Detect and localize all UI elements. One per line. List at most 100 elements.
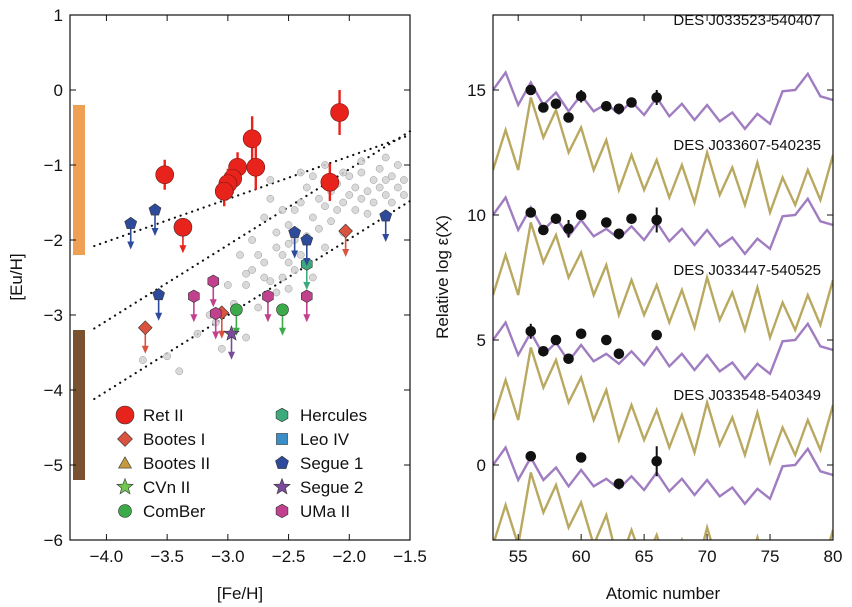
- star-abundance-point: [550, 98, 562, 110]
- trend-line-2: [93, 199, 412, 401]
- comber-limit-marker: [276, 303, 289, 317]
- halo-star-point: [339, 198, 348, 207]
- halo-star-point: [369, 176, 378, 184]
- halo-star-point: [163, 352, 171, 361]
- halo-star-point: [266, 277, 275, 286]
- halo-star-point: [309, 172, 317, 181]
- y-tick-label: −3: [44, 306, 63, 325]
- segue-1-limit-marker: [379, 209, 393, 222]
- right-pattern-lines: [493, 70, 833, 540]
- halo-star-point: [272, 243, 281, 252]
- uma-ii-limit-marker: [301, 289, 313, 303]
- halo-star-point: [242, 333, 250, 342]
- r-process-line: [493, 70, 833, 131]
- legend-marker-ret-ii: [115, 405, 135, 425]
- right-axes-frame: [492, 14, 834, 541]
- halo-star-point: [254, 303, 263, 312]
- left-trend-lines: [93, 130, 412, 401]
- halo-star-point: [381, 153, 390, 162]
- legend-marker-bootes-ii: [118, 456, 132, 469]
- star-abundance-point: [538, 102, 549, 113]
- star-abundance-point: [563, 353, 574, 365]
- abundance-band-0: [73, 105, 85, 255]
- halo-star-point: [357, 194, 366, 203]
- bootes-i-limit-arrowhead: [218, 330, 226, 339]
- x-tick-label: −1.5: [393, 547, 427, 566]
- halo-star-point: [357, 157, 366, 166]
- left-ticks: −4.0 −3.5 −3.0 −2.5 −2.0 −1.5 1 0 −1 −2 −3 −4 −5 −6: [44, 6, 427, 566]
- halo-star-point: [309, 273, 317, 282]
- star-abundance-point: [525, 207, 537, 218]
- ret-ii-point: [155, 165, 175, 185]
- star-abundance-point: [550, 334, 562, 346]
- x-tick-label: −3.0: [211, 547, 245, 566]
- halo-star-point: [363, 209, 372, 218]
- legend-label-hercules: Hercules: [300, 406, 367, 425]
- uma-ii-limit-marker: [188, 289, 200, 303]
- x-tick-label: 80: [824, 547, 843, 566]
- star-abundance-point: [563, 112, 574, 123]
- halo-star-point: [290, 206, 299, 214]
- star-abundance-point: [613, 478, 625, 490]
- bootes-i-limit-marker: [338, 223, 353, 239]
- segue-1-limit-marker: [288, 225, 301, 238]
- halo-star-point: [400, 191, 408, 199]
- left-halo-stars: [139, 153, 408, 376]
- segue-1-limit-arrowhead: [291, 250, 299, 259]
- bootes-i-limit-marker: [137, 320, 153, 336]
- left-bands: [73, 105, 85, 480]
- uma-ii-limit-arrowhead: [212, 331, 220, 340]
- r-process-line: [493, 445, 833, 506]
- segue-1-limit-marker: [124, 216, 138, 229]
- star-abundance-point: [525, 450, 537, 462]
- uma-ii-limit-marker: [209, 306, 222, 321]
- bootes-i-limit-arrowhead: [342, 249, 350, 257]
- legend-label-ret-ii: Ret II: [143, 406, 184, 425]
- halo-star-point: [248, 266, 256, 274]
- legend-marker-bootes-i: [117, 431, 133, 447]
- legend-label-segue-2: Segue 2: [300, 478, 363, 497]
- halo-star-point: [296, 251, 305, 259]
- y-tick-label: 1: [54, 6, 63, 25]
- right-y-axis-label: Relative log ε(X): [433, 215, 452, 339]
- halo-star-point: [260, 213, 269, 222]
- legend-label-cvn-ii: CVn II: [143, 478, 190, 497]
- y-tick-label: −4: [44, 381, 63, 400]
- legend-label-bootes-ii: Bootes II: [143, 454, 210, 473]
- halo-star-point: [394, 183, 402, 192]
- halo-star-point: [357, 168, 366, 177]
- halo-star-point: [387, 172, 396, 181]
- ret-ii-point: [246, 157, 266, 177]
- y-tick-label: 10: [467, 206, 486, 225]
- right-ticks: 55 60 65 70 75 80 0 5 10 15: [467, 15, 842, 566]
- y-tick-label: 0: [477, 456, 486, 475]
- halo-star-point: [236, 251, 244, 259]
- comber-limit-arrowhead: [279, 327, 286, 336]
- comber-limit-marker: [230, 303, 243, 317]
- halo-star-point: [321, 161, 329, 169]
- right-star-labels: DES J033523-540407 DES J033607-540235 DES …: [673, 12, 821, 404]
- halo-star-point: [272, 228, 281, 237]
- star-abundance-point: [651, 92, 663, 103]
- halo-star-point: [290, 266, 299, 274]
- y-tick-label: −5: [44, 456, 63, 475]
- y-tick-label: −6: [44, 531, 63, 550]
- halo-star-point: [333, 206, 341, 214]
- x-tick-label: −4.0: [90, 547, 124, 566]
- halo-star-point: [175, 367, 184, 376]
- segue-1-limit-arrowhead: [303, 258, 311, 266]
- star-label: DES J033548-540349: [673, 387, 821, 404]
- uma-ii-limit-arrowhead: [303, 314, 311, 323]
- halo-star-point: [284, 239, 293, 248]
- halo-star-point: [242, 281, 250, 289]
- trend-line-0: [93, 133, 412, 248]
- halo-star-point: [266, 194, 275, 203]
- halo-star-point: [284, 221, 293, 229]
- star-abundance-point: [651, 214, 663, 226]
- legend-marker-segue-2: [273, 477, 291, 495]
- star-abundance-point: [550, 213, 562, 225]
- halo-star-point: [296, 168, 305, 177]
- halo-star-point: [375, 164, 384, 173]
- halo-star-point: [272, 288, 281, 297]
- halo-star-point: [339, 168, 348, 177]
